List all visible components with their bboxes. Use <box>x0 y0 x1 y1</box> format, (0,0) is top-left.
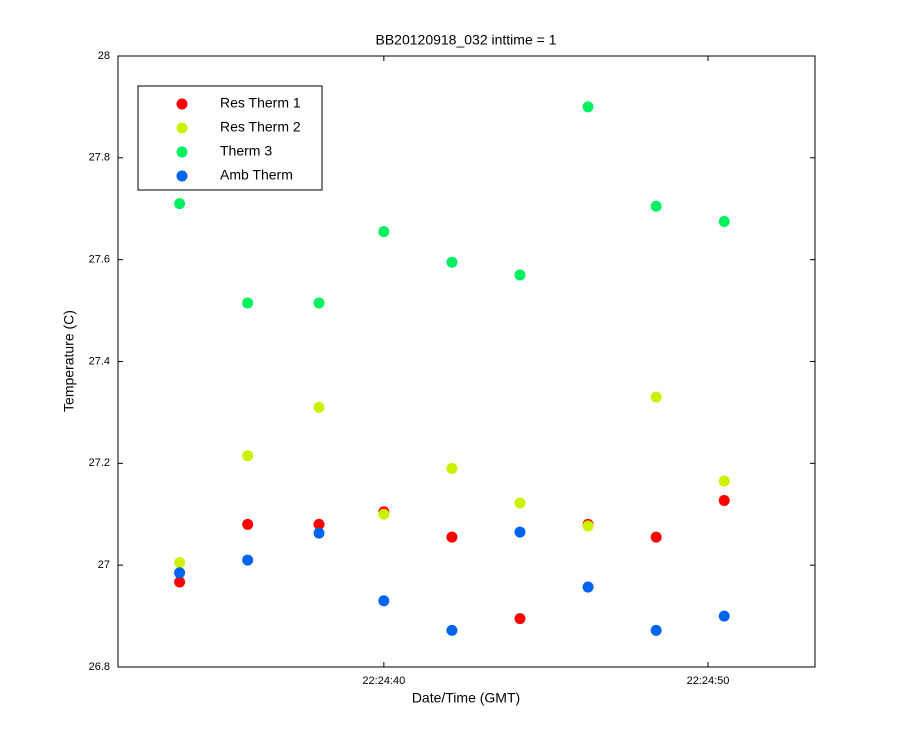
point <box>313 297 325 309</box>
point <box>174 557 186 569</box>
point <box>514 613 526 625</box>
point <box>650 531 662 543</box>
point <box>242 554 254 566</box>
legend-label: Res Therm 1 <box>220 95 301 111</box>
legend-marker <box>176 98 188 110</box>
y-tick-label: 27.6 <box>89 254 110 266</box>
legend-marker <box>176 146 188 158</box>
point <box>378 508 390 520</box>
y-tick-label: 27.8 <box>89 152 110 164</box>
point <box>378 595 390 607</box>
point <box>174 198 186 210</box>
x-tick-label: 22:24:40 <box>362 675 405 687</box>
x-tick-label: 22:24:50 <box>687 675 730 687</box>
y-tick-label: 26.8 <box>89 661 110 673</box>
point <box>718 495 730 507</box>
legend-marker <box>176 122 188 134</box>
point <box>378 226 390 238</box>
point <box>514 497 526 509</box>
point <box>718 215 730 227</box>
point <box>446 462 458 474</box>
point <box>582 581 594 593</box>
y-tick-label: 28 <box>98 50 110 62</box>
legend-box <box>137 85 323 191</box>
y-tick-label: 27.2 <box>89 457 110 469</box>
legend-label: Amb Therm <box>220 167 293 183</box>
chart-title: BB20120918_032 inttime = 1 <box>376 32 557 48</box>
point <box>446 531 458 543</box>
point <box>242 450 254 462</box>
point <box>650 624 662 636</box>
point <box>650 391 662 403</box>
point <box>514 269 526 281</box>
point <box>446 624 458 636</box>
y-axis-label: Temperature (C) <box>61 310 77 412</box>
y-tick-label: 27.4 <box>89 355 110 367</box>
point <box>582 101 594 113</box>
point <box>174 576 186 588</box>
legend-label: Res Therm 2 <box>220 119 301 135</box>
y-tick-label: 27 <box>98 559 110 571</box>
point <box>514 526 526 538</box>
point <box>313 518 325 530</box>
point <box>313 527 325 539</box>
legend-label: Therm 3 <box>220 143 272 159</box>
legend-marker <box>176 170 188 182</box>
x-axis-label: Date/Time (GMT) <box>412 690 520 706</box>
point <box>582 520 594 532</box>
point <box>718 610 730 622</box>
point <box>242 518 254 530</box>
point <box>446 256 458 268</box>
point <box>174 567 186 579</box>
point <box>313 401 325 413</box>
point <box>242 297 254 309</box>
point <box>650 200 662 212</box>
point <box>718 475 730 487</box>
